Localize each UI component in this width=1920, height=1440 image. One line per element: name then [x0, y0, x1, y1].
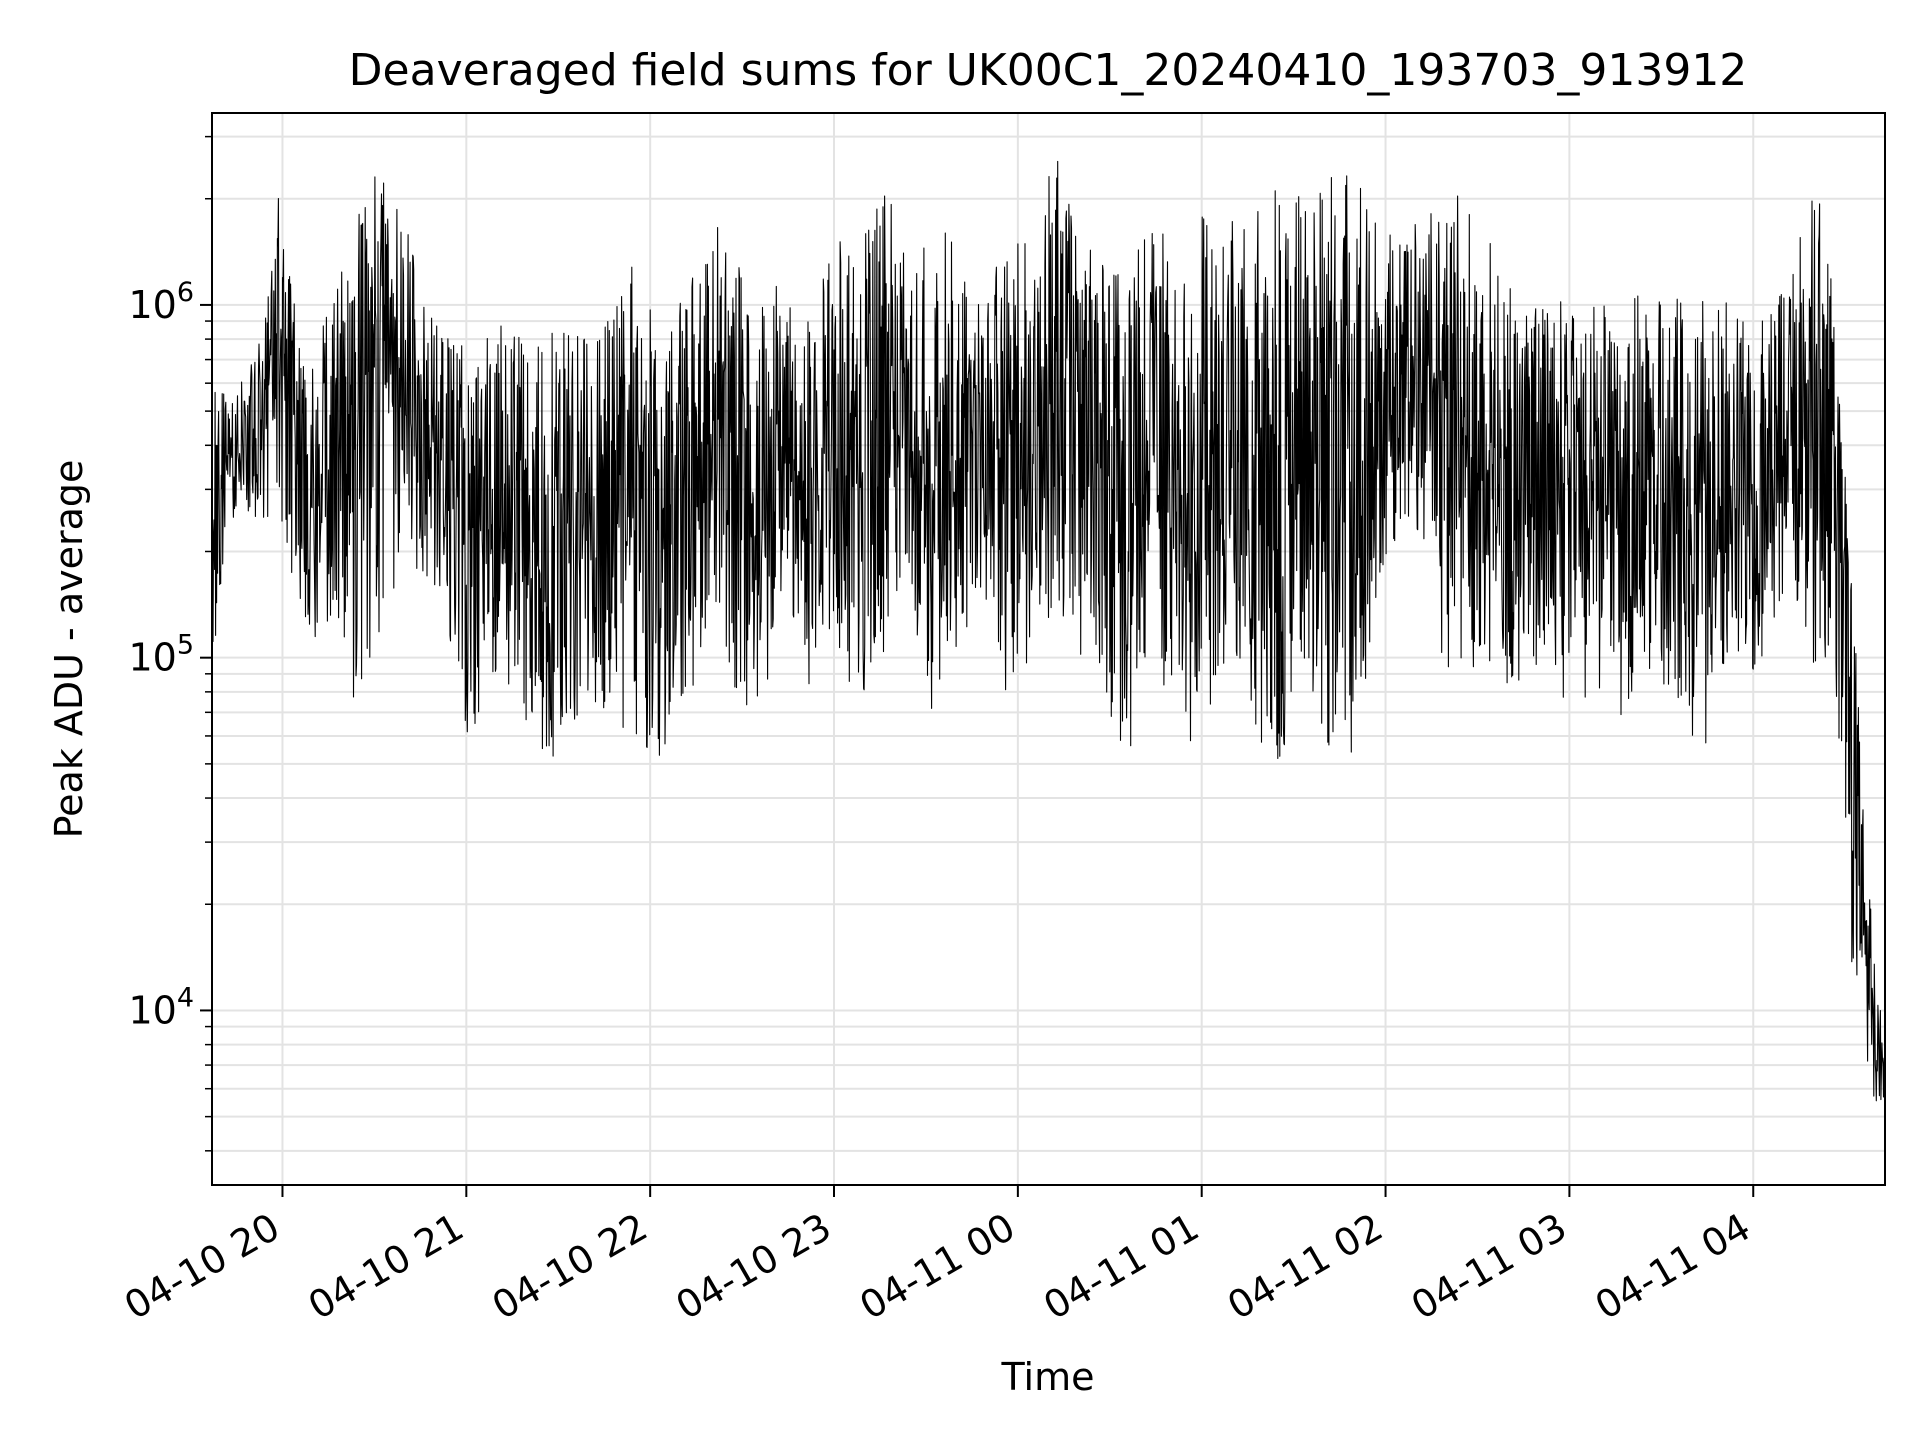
y-tick-label: 105 — [128, 630, 194, 680]
y-tick-label-base: 10 — [128, 636, 176, 680]
x-axis-label: Time — [1001, 1355, 1095, 1399]
y-tick-label: 106 — [128, 277, 194, 327]
y-tick-label-exponent: 6 — [177, 277, 194, 308]
chart-title: Deaveraged field sums for UK00C1_2024041… — [349, 45, 1748, 96]
plot-frame — [211, 112, 1886, 1186]
y-tick-label: 104 — [128, 982, 194, 1032]
series-line — [211, 160, 1886, 1127]
y-axis-label: Peak ADU - average — [47, 460, 91, 839]
y-tick-label-base: 10 — [128, 988, 176, 1032]
y-tick-label-exponent: 4 — [177, 982, 194, 1013]
y-tick-label-base: 10 — [128, 283, 176, 327]
y-tick-label-exponent: 5 — [177, 630, 194, 661]
data-series-line — [211, 160, 1886, 1127]
